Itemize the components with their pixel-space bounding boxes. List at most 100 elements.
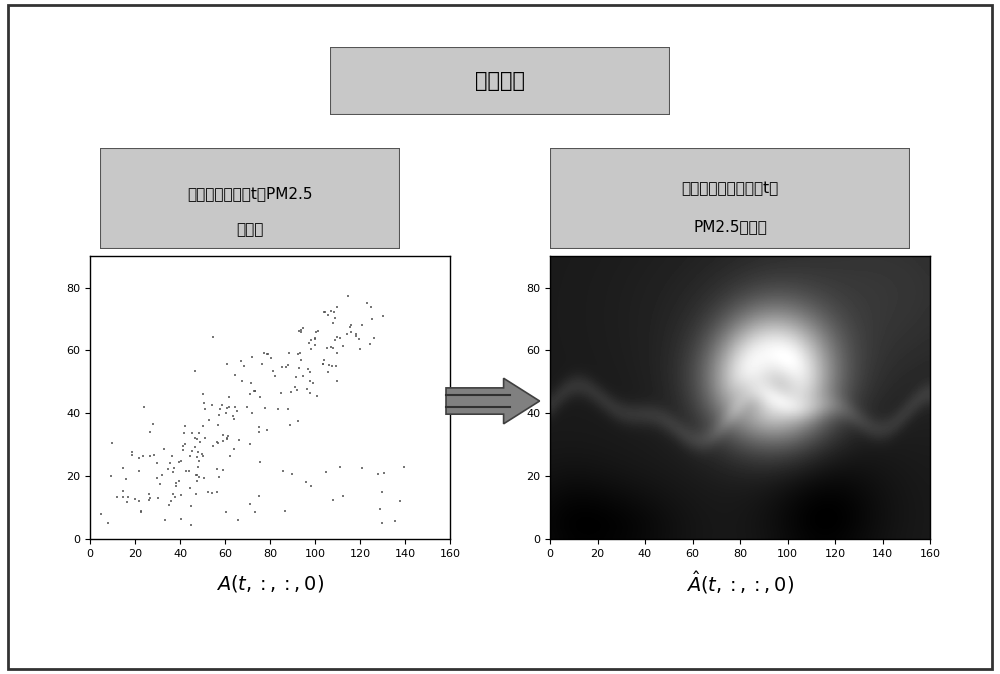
Point — [200, 487, 216, 497]
Point — [230, 515, 246, 526]
Text: 补全之前的时刻t的PM2.5: 补全之前的时刻t的PM2.5 — [187, 186, 313, 202]
Point — [309, 390, 325, 401]
Point — [141, 489, 157, 500]
Point — [275, 465, 291, 476]
Point — [280, 403, 296, 414]
Text: 张量补全: 张量补全 — [475, 71, 525, 91]
FancyBboxPatch shape — [330, 47, 670, 115]
Point — [209, 436, 225, 447]
Point — [149, 472, 165, 483]
Point — [163, 495, 179, 506]
Point — [242, 388, 258, 399]
Point — [187, 441, 203, 452]
Point — [305, 377, 321, 388]
Text: 面数据: 面数据 — [236, 222, 264, 237]
Point — [205, 332, 221, 342]
Point — [195, 421, 211, 431]
Point — [145, 419, 161, 429]
Point — [173, 489, 189, 500]
Point — [326, 306, 342, 317]
Point — [343, 326, 359, 337]
Point — [282, 420, 298, 431]
Point — [256, 348, 272, 359]
Point — [329, 347, 345, 358]
Point — [187, 365, 203, 376]
Point — [332, 333, 348, 344]
Point — [321, 360, 337, 371]
Point — [195, 451, 211, 462]
Point — [323, 305, 339, 316]
Point — [340, 290, 356, 301]
Point — [227, 402, 243, 412]
Point — [376, 468, 392, 479]
Point — [219, 433, 235, 443]
Point — [244, 351, 260, 362]
Point — [215, 465, 231, 476]
Point — [204, 399, 220, 410]
Point — [205, 441, 221, 452]
Point — [348, 330, 364, 341]
Point — [191, 456, 207, 466]
Point — [229, 406, 245, 417]
Point — [251, 491, 267, 501]
Point — [150, 493, 166, 503]
Point — [325, 318, 341, 329]
Point — [109, 492, 125, 503]
Point — [154, 470, 170, 481]
Point — [181, 466, 197, 477]
Point — [329, 376, 345, 387]
Point — [325, 495, 341, 506]
Point — [292, 348, 308, 359]
Point — [160, 464, 176, 474]
Point — [270, 403, 286, 414]
Point — [303, 481, 319, 491]
Point — [131, 495, 147, 506]
Point — [303, 344, 319, 355]
Point — [182, 482, 198, 493]
Point — [267, 370, 283, 381]
Point — [329, 332, 345, 342]
Point — [215, 429, 231, 440]
Text: $A(t,:,:,0)$: $A(t,:,:,0)$ — [216, 572, 324, 594]
Point — [287, 382, 303, 393]
Point — [177, 421, 193, 432]
Point — [164, 450, 180, 461]
Point — [316, 307, 332, 317]
Point — [183, 520, 199, 530]
Point — [104, 438, 120, 449]
Point — [254, 359, 270, 369]
Point — [301, 338, 317, 348]
Point — [197, 404, 213, 415]
Point — [173, 456, 189, 466]
Point — [149, 458, 165, 468]
Point — [188, 469, 204, 480]
Point — [354, 463, 370, 474]
Point — [133, 507, 149, 518]
Point — [115, 486, 131, 497]
Point — [278, 362, 294, 373]
Point — [115, 463, 131, 474]
Point — [291, 326, 307, 337]
Point — [211, 472, 227, 483]
Point — [171, 475, 187, 486]
Point — [370, 468, 386, 479]
Point — [214, 400, 230, 410]
Point — [300, 364, 316, 375]
Point — [166, 462, 182, 473]
Point — [298, 477, 314, 487]
Point — [194, 448, 210, 459]
Point — [226, 414, 242, 425]
Point — [176, 427, 192, 438]
Point — [201, 415, 217, 425]
Point — [171, 456, 187, 467]
Point — [310, 326, 326, 336]
Point — [165, 489, 181, 499]
Point — [236, 361, 252, 371]
Point — [218, 407, 234, 418]
Point — [215, 436, 231, 447]
Point — [161, 499, 177, 510]
Point — [251, 422, 267, 433]
Point — [165, 467, 181, 478]
Point — [280, 360, 296, 371]
Point — [329, 302, 345, 313]
